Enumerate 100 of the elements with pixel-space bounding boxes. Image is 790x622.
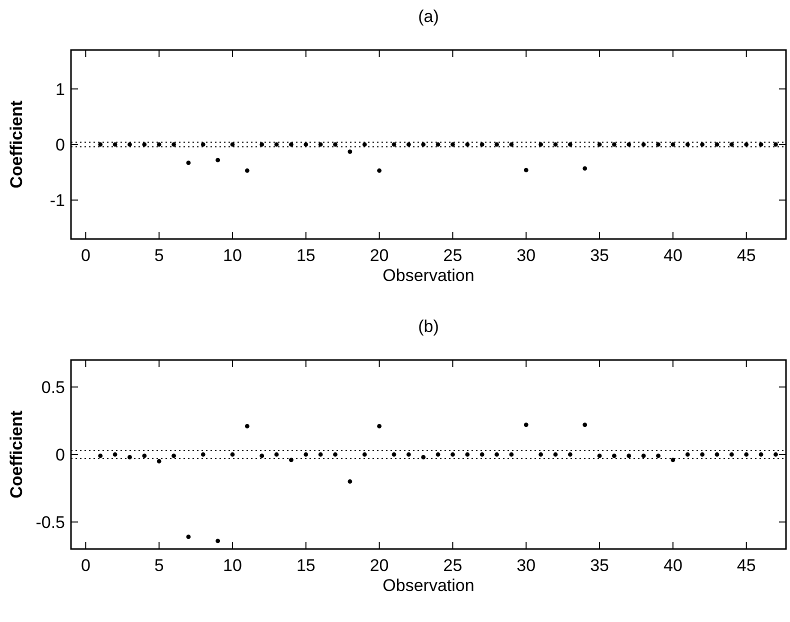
x-tick-label: 45 — [736, 556, 756, 575]
point — [729, 452, 734, 457]
point — [685, 452, 690, 457]
point — [553, 142, 558, 147]
x-tick-label: 30 — [516, 556, 536, 575]
point — [260, 454, 264, 458]
point — [260, 142, 264, 147]
x-tick-label: 25 — [443, 246, 462, 265]
point — [758, 452, 764, 457]
point — [362, 142, 367, 147]
point — [274, 142, 279, 147]
point — [333, 142, 338, 147]
point — [128, 455, 132, 460]
point — [626, 454, 632, 458]
x-tick-label: 40 — [663, 246, 682, 265]
x-tick-label: 45 — [736, 246, 756, 265]
x-tick-label: 0 — [80, 556, 90, 575]
point — [230, 452, 235, 457]
point — [244, 424, 250, 428]
point — [156, 142, 162, 147]
point — [230, 142, 235, 147]
point — [200, 452, 206, 457]
point — [406, 452, 411, 457]
point — [289, 142, 294, 147]
point — [685, 142, 690, 147]
x-tick-label: 35 — [590, 246, 610, 265]
x-tick-label: 10 — [223, 246, 242, 265]
point — [568, 452, 572, 457]
point — [714, 452, 720, 457]
point — [538, 142, 544, 147]
point — [700, 142, 705, 147]
point — [304, 142, 308, 147]
x-tick-label: 20 — [370, 246, 389, 265]
point — [670, 142, 676, 147]
point — [480, 452, 484, 457]
point — [392, 142, 396, 147]
y-tick-label: 0 — [56, 136, 65, 154]
point — [186, 160, 191, 166]
point — [553, 452, 558, 457]
point — [597, 454, 602, 458]
point — [538, 452, 544, 457]
point — [142, 454, 147, 458]
x-tick-label: 5 — [154, 556, 164, 575]
point — [318, 142, 323, 147]
x-tick-label: 5 — [154, 246, 164, 265]
point — [112, 452, 118, 457]
point — [333, 452, 338, 457]
point — [494, 142, 499, 147]
x-axis-title: Observation — [382, 266, 474, 285]
x-tick-label: 0 — [80, 246, 90, 265]
point — [758, 142, 764, 147]
point — [274, 452, 279, 457]
point — [142, 142, 147, 147]
point — [509, 142, 514, 147]
point — [406, 142, 411, 147]
point — [626, 142, 632, 147]
point — [98, 142, 103, 147]
x-tick-label: 10 — [223, 556, 242, 575]
point — [597, 142, 602, 147]
y-axis-title: Coefficient — [7, 100, 26, 188]
point — [612, 142, 616, 147]
y-axis-title: Coefficient — [7, 410, 26, 498]
point — [450, 452, 455, 457]
x-tick-label: 30 — [516, 246, 536, 265]
y-tick-label: 1 — [56, 80, 65, 99]
x-tick-label: 40 — [663, 556, 682, 575]
point — [436, 142, 440, 147]
point — [318, 452, 323, 457]
point — [112, 142, 118, 147]
point — [377, 168, 382, 173]
point — [128, 142, 132, 147]
point — [641, 142, 646, 147]
x-tick-label: 20 — [370, 556, 389, 575]
point — [744, 142, 749, 147]
point — [172, 142, 176, 147]
point — [216, 158, 220, 162]
point — [200, 142, 206, 147]
point — [729, 142, 734, 147]
point — [244, 168, 250, 173]
point — [392, 452, 396, 457]
x-tick-label: 15 — [296, 246, 316, 265]
point — [774, 142, 778, 147]
point — [744, 452, 749, 457]
point — [582, 166, 588, 171]
point — [714, 142, 720, 147]
point — [524, 168, 528, 172]
point — [348, 479, 352, 484]
y-tick-label: 0 — [56, 446, 65, 464]
point — [362, 452, 367, 457]
y-tick-label: 0.5 — [41, 378, 65, 397]
point — [494, 452, 499, 457]
point — [289, 458, 294, 462]
point — [465, 452, 470, 457]
point — [670, 458, 676, 462]
point — [524, 422, 528, 427]
y-tick-label: -0.5 — [36, 513, 65, 532]
chart-title: (b) — [418, 317, 439, 336]
point — [582, 422, 588, 427]
point — [304, 452, 308, 457]
point — [509, 452, 514, 457]
